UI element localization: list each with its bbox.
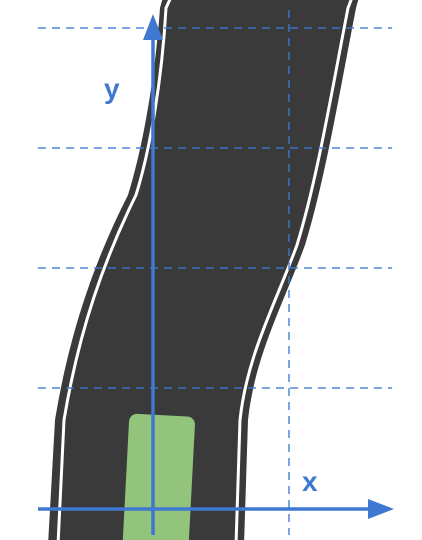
road-surface bbox=[48, 0, 359, 540]
road-right-lane-line bbox=[234, 0, 353, 540]
arrowhead-right-icon bbox=[368, 499, 394, 519]
x-axis-label: x bbox=[302, 466, 318, 497]
vehicle-icon bbox=[122, 413, 195, 540]
grid bbox=[38, 10, 392, 535]
arrowhead-up-icon bbox=[143, 14, 163, 40]
road-left-lane-line bbox=[56, 0, 172, 540]
y-axis-label: y bbox=[104, 73, 120, 104]
